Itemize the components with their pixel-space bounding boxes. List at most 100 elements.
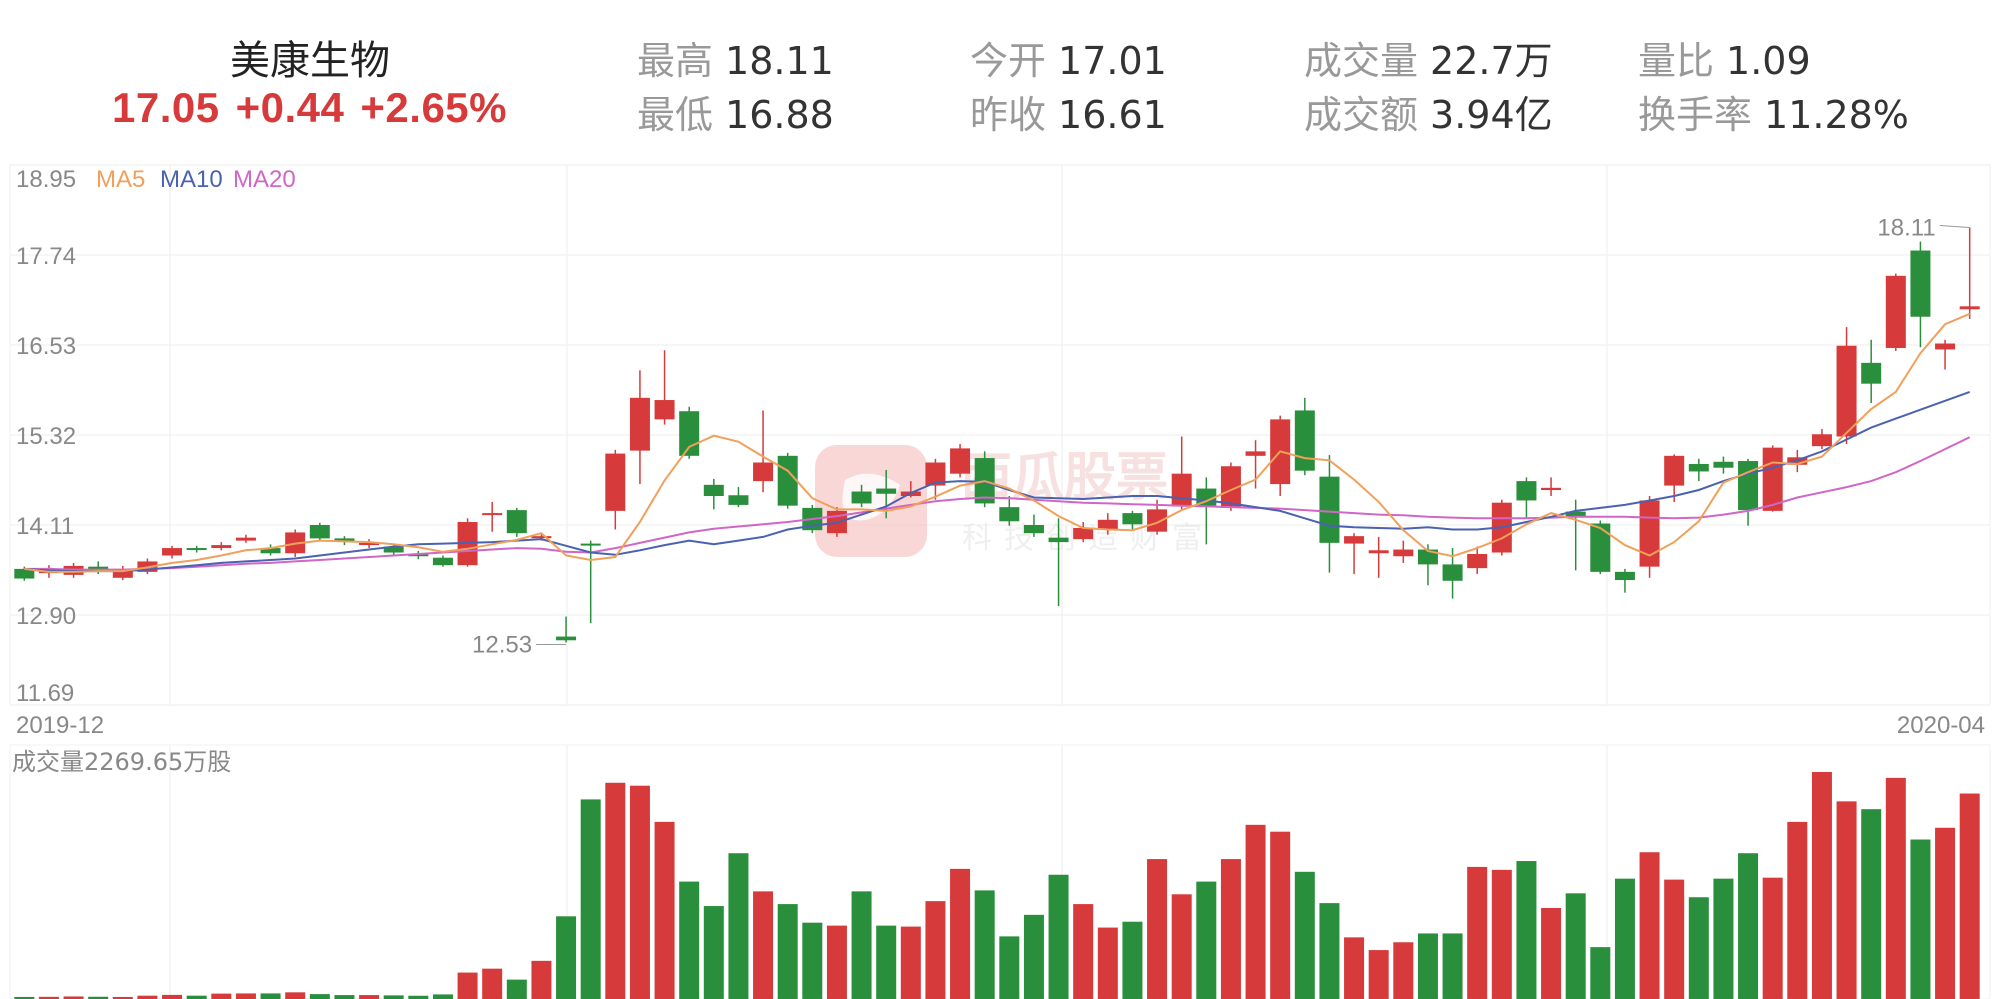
volume-bar xyxy=(654,821,675,999)
volume-bar xyxy=(1959,793,1980,999)
volume-bar xyxy=(63,996,84,999)
candle-body xyxy=(777,455,798,506)
volume-bar xyxy=(359,995,380,999)
stat-high-value: 18.11 xyxy=(725,39,834,83)
candle-body xyxy=(1836,345,1857,437)
min-price-label: 12.53 xyxy=(472,632,532,659)
volume-bar xyxy=(1688,897,1709,999)
volume-bar xyxy=(851,891,872,999)
candle-body xyxy=(1220,466,1241,508)
volume-bar xyxy=(925,901,946,999)
y-tick-label: 12.90 xyxy=(16,603,76,630)
stat-high: 最高 18.11 xyxy=(637,30,834,85)
volume-bar xyxy=(1023,914,1044,999)
candle-body xyxy=(1319,476,1340,543)
candle-body xyxy=(556,636,577,641)
stat-turnover-rate-value: 11.28% xyxy=(1764,93,1909,137)
stock-name: 美康生物 xyxy=(230,38,390,84)
y-tick-label: 14.11 xyxy=(16,513,74,540)
volume-bar xyxy=(900,926,921,999)
stat-turnover: 成交额 3.94亿 xyxy=(1304,84,1553,139)
volume-bar xyxy=(1171,894,1192,999)
volume-bar xyxy=(1861,809,1882,999)
candle-body xyxy=(1294,410,1315,471)
legend-ma5: MA5 xyxy=(96,166,145,193)
volume-bar xyxy=(1935,827,1956,999)
candle-body xyxy=(432,557,453,566)
stat-open-value: 17.01 xyxy=(1058,39,1167,83)
max-leader-line xyxy=(1939,224,1970,228)
candle-body xyxy=(703,484,724,496)
candle-body xyxy=(1688,464,1709,472)
moving-averages xyxy=(24,312,1971,573)
volume-bar xyxy=(1344,937,1365,999)
y-tick-label: 11.69 xyxy=(16,680,74,707)
volume-bar xyxy=(1639,852,1660,999)
volume-bar xyxy=(1738,853,1759,999)
candle-body xyxy=(1614,571,1635,581)
volume-bar xyxy=(88,996,109,999)
volume-bar xyxy=(506,979,527,999)
legend-ma10: MA10 xyxy=(160,166,223,193)
volume-bar xyxy=(1294,871,1315,999)
volume-bar xyxy=(1048,874,1069,999)
volume-panel-frame xyxy=(9,744,1991,999)
volume-bar xyxy=(432,994,453,999)
volume-title: 成交量2269.65万股 xyxy=(12,748,231,776)
volume-bar xyxy=(629,785,650,999)
candle-body xyxy=(1935,343,1956,350)
candle-body xyxy=(334,538,355,542)
volume-bar xyxy=(802,922,823,999)
price-line: 17.05 +0.44 +2.65% xyxy=(112,84,523,132)
stat-low: 最低 16.88 xyxy=(637,84,834,139)
volume-bar xyxy=(1541,908,1562,999)
candle-body xyxy=(1885,275,1906,348)
candle-body xyxy=(629,397,650,451)
axis-labels: 18.95 17.74 16.53 15.32 14.11 12.90 11.69 MA5 MA… xyxy=(12,166,1985,776)
volume-bar xyxy=(777,904,798,999)
stat-open-label: 今开 xyxy=(970,39,1047,83)
stat-volume-ratio-label: 量比 xyxy=(1638,39,1715,83)
candle-body xyxy=(260,548,281,554)
stat-open: 今开 17.01 xyxy=(970,30,1167,85)
volume-bar xyxy=(1097,927,1118,999)
volume-bar xyxy=(112,996,133,999)
candle-body xyxy=(1959,306,1980,310)
volume-bar xyxy=(1910,839,1931,999)
volume-bar xyxy=(1393,942,1414,999)
candle-body xyxy=(1245,451,1266,456)
stat-turnover-value: 3.94亿 xyxy=(1430,93,1553,137)
candle-body xyxy=(580,543,601,546)
candle-body xyxy=(408,554,429,557)
x-start-label: 2019-12 xyxy=(16,712,104,739)
volume-bar xyxy=(1368,950,1389,999)
volume-bar xyxy=(1147,859,1168,999)
candle-body xyxy=(1097,519,1118,530)
volume-bar xyxy=(1270,831,1291,999)
candle-body xyxy=(654,400,675,420)
volume-bar xyxy=(1442,933,1463,999)
stat-volume-value: 22.7万 xyxy=(1430,39,1553,83)
volume-bar xyxy=(679,881,700,999)
candle-body xyxy=(14,568,35,579)
candle-body xyxy=(999,507,1020,522)
candle-body xyxy=(1516,481,1537,501)
volume-bar xyxy=(1614,878,1635,999)
volume-bar xyxy=(826,925,847,999)
candle-body xyxy=(876,488,897,494)
volume-bar xyxy=(1220,859,1241,999)
volume-bar xyxy=(38,996,59,999)
volume-bar xyxy=(235,993,256,999)
volume-bar xyxy=(703,906,724,999)
stat-volume-ratio-value: 1.09 xyxy=(1726,39,1811,83)
candle-body xyxy=(162,548,183,556)
quote-header: 美康生物 17.05 +0.44 +2.65% 最高 18.11 最低 16.88 今开… xyxy=(0,0,2001,160)
ma10-line xyxy=(24,390,1971,573)
candle-body xyxy=(309,525,330,539)
stat-prev-close-value: 16.61 xyxy=(1058,93,1167,137)
volume-bar xyxy=(1122,921,1143,999)
stat-volume: 成交量 22.7万 xyxy=(1304,30,1553,85)
candles xyxy=(14,227,1980,643)
candle-body xyxy=(112,568,133,578)
